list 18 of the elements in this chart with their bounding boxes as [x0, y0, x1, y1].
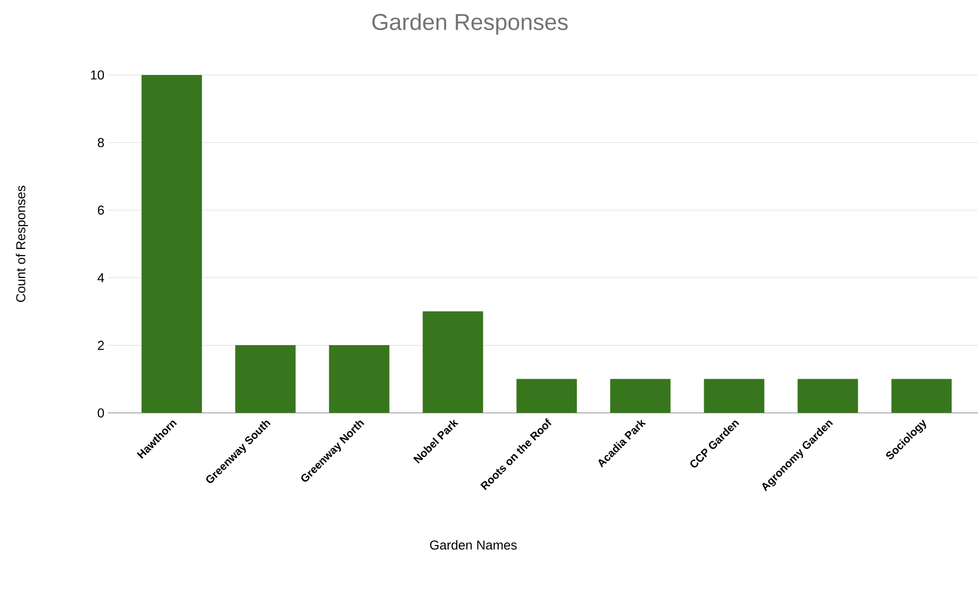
y-tick-label: 4 — [98, 273, 104, 282]
bar — [704, 378, 764, 413]
y-tick-label: 10 — [91, 70, 104, 80]
bar — [328, 345, 390, 413]
y-tick-label: 8 — [98, 138, 104, 148]
x-axis-title: Garden Names — [430, 540, 517, 550]
bar — [516, 378, 577, 413]
bar — [610, 378, 671, 413]
chart-title: Garden Responses — [372, 13, 568, 35]
y-tick-label: 6 — [98, 206, 104, 215]
bar — [142, 75, 202, 413]
y-axis-title: Count of Responses — [16, 186, 28, 302]
bar — [798, 378, 858, 413]
bar — [235, 345, 296, 413]
y-tick-label: 0 — [98, 408, 104, 418]
bar — [422, 311, 484, 413]
y-tick-label: 2 — [98, 340, 104, 350]
bar — [891, 378, 952, 413]
